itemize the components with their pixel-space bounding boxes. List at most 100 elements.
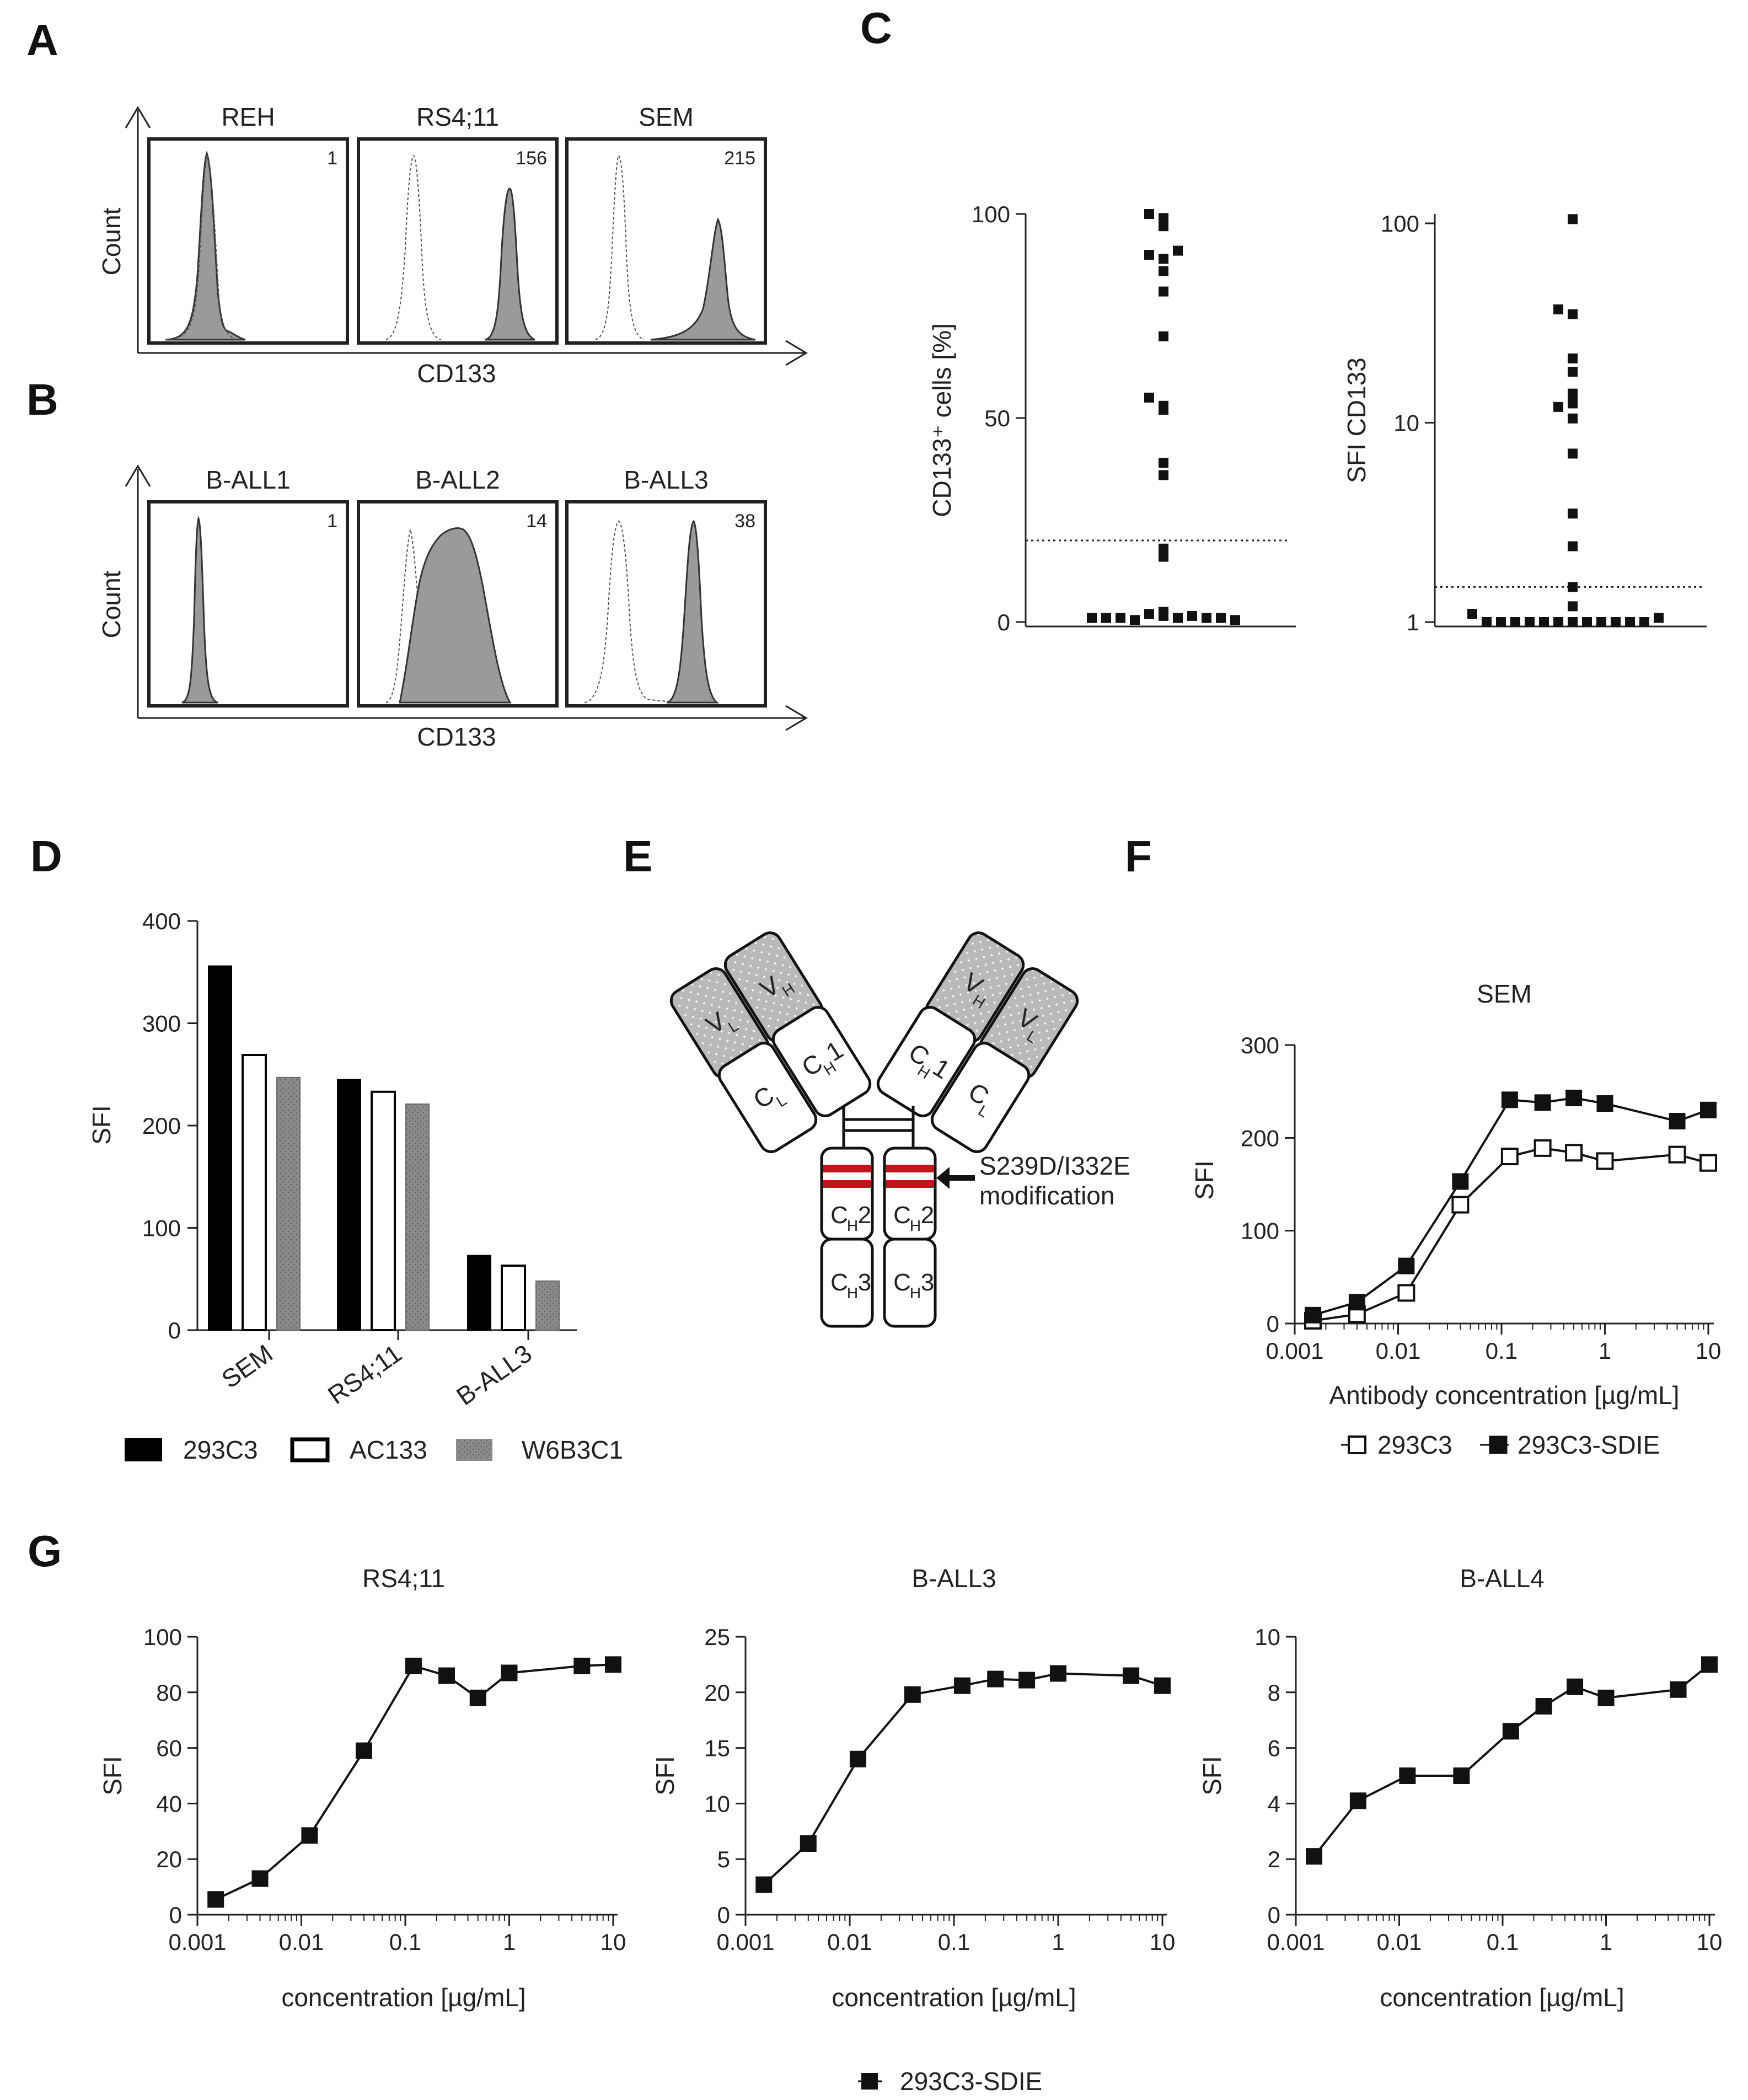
bar-ac133 — [371, 1090, 396, 1332]
x-tick-label: 10 — [1150, 1929, 1176, 1955]
y-tick-label: 50 — [984, 405, 1010, 431]
mutation-band — [823, 1180, 871, 1188]
chart-g3: B-ALL4 SFI concentration [µg/mL] 0246810… — [1198, 1564, 1722, 2012]
histogram-control-curve — [584, 520, 687, 703]
scatter-point — [1568, 508, 1578, 519]
legend-swatch-ac133 — [290, 1437, 330, 1462]
histogram-stained-peak — [485, 188, 535, 341]
series-point-293c3-sdie — [355, 1742, 372, 1759]
series-point-293c3-sdie — [1597, 1689, 1615, 1706]
c-left-points — [1087, 209, 1240, 625]
series-point-293c3-sdie — [438, 1667, 455, 1684]
g1-y-label: SFI — [98, 1756, 127, 1796]
series-point-293c3-sdie — [1050, 1665, 1066, 1682]
scatter-point — [1159, 221, 1168, 232]
mutation-band — [886, 1165, 934, 1172]
f-ticks: 0 100 200 300 0.001 0.01 0.1 1 10 — [1241, 1032, 1721, 1364]
series-point-293c3-sdie — [605, 1656, 621, 1673]
scatter-point — [1159, 331, 1168, 341]
scatter-point — [1159, 458, 1168, 468]
category-label: B-ALL3 — [451, 1339, 537, 1411]
chart-g1: RS4;11 SFI concentration [µg/mL] 0 20 40 60… — [98, 1564, 626, 2012]
ch3-left-letter: C — [830, 1269, 848, 1296]
histogram-frame — [147, 137, 349, 345]
ch3-right-domain: C H 3 — [883, 1238, 937, 1328]
d-y-label: SFI — [87, 1105, 116, 1145]
g1-ticks: 0 20 40 60 80 100 0.001 0.01 0.1 1 10 — [143, 1624, 626, 1955]
scatter-point — [1144, 250, 1154, 260]
histogram-title: B-ALL2 — [415, 465, 500, 494]
scatter-point — [1568, 214, 1578, 224]
panel-f: F SEM SFI Antibody concentration [µg/mL]… — [1125, 832, 1721, 1459]
histogram-value: 14 — [526, 511, 547, 532]
histogram-control-curve — [385, 154, 442, 340]
scatter-point — [1159, 213, 1168, 223]
y-tick-label: 200 — [1241, 1125, 1279, 1151]
x-tick-label: 0.001 — [168, 1929, 226, 1955]
panel-a-y-arrow — [125, 106, 151, 128]
y-tick-label: 15 — [704, 1735, 730, 1761]
ch2-left-sub: H — [847, 1217, 858, 1234]
modification-label-line2: modification — [979, 1181, 1114, 1210]
series-point-293c3-sdie — [1399, 1767, 1416, 1784]
antibody-diagram: V L V H C L C H 1 V H — [669, 931, 1130, 1328]
y-tick-label: 100 — [142, 1215, 181, 1241]
scatter-point — [1159, 286, 1168, 297]
histogram-control-curve — [595, 154, 645, 340]
scatter-point — [1216, 613, 1226, 623]
scatter-point — [1101, 613, 1111, 623]
scatter-point — [1510, 617, 1520, 627]
legend-swatch-293c3 — [125, 1438, 162, 1461]
panel-e-label: E — [623, 832, 652, 881]
histogram-b-all2: B-ALL2 14 — [357, 465, 559, 708]
legend-label-ac133: AC133 — [350, 1435, 427, 1464]
series-line-293c3 — [1312, 1147, 1709, 1322]
d-category-labels: SEM RS4;11 B-ALL3 — [216, 1330, 537, 1411]
y-tick-label: 0 — [169, 1902, 182, 1928]
series-point-293c3 — [1397, 1284, 1415, 1302]
scatter-point — [1144, 609, 1154, 619]
scatter-point — [1568, 601, 1578, 612]
series-point-293c3-sdie — [1018, 1672, 1036, 1689]
series-point-293c3-sdie — [1565, 1089, 1583, 1106]
f-series — [1304, 1089, 1717, 1330]
series-point-293c3-sdie — [1670, 1681, 1687, 1698]
panel-c-label: C — [860, 3, 892, 52]
scatter-point — [1173, 245, 1183, 256]
panel-g: G RS4;11 SFI concentration [µg/mL] 02040… — [28, 1526, 1722, 2096]
scatter-point — [1568, 448, 1578, 459]
g1-series — [207, 1656, 621, 1908]
f-y-label: SFI — [1190, 1160, 1219, 1200]
series-point-293c3-sdie — [904, 1686, 921, 1703]
bar-w6b3c1 — [276, 1076, 301, 1331]
x-tick-label: 0.01 — [1376, 1338, 1421, 1364]
series-point-293c3-sdie — [1501, 1091, 1518, 1108]
y-tick-label: 4 — [1268, 1791, 1280, 1817]
series-line-293c3-sdie — [1313, 1663, 1711, 1857]
histogram-value: 38 — [734, 511, 755, 532]
histogram-frame — [565, 137, 767, 345]
g3-series — [1306, 1656, 1718, 1865]
scatter-point — [1568, 398, 1578, 409]
modification-arrowhead-icon — [936, 1167, 950, 1189]
series-point-293c3-sdie — [1534, 1094, 1551, 1111]
f-legend-293c3: 293C3 — [1377, 1431, 1452, 1459]
ch3-left-sub: H — [847, 1284, 858, 1301]
scatter-point — [1467, 609, 1477, 619]
panel-b-x-arrow — [785, 705, 808, 731]
ch3-right-letter: C — [893, 1269, 911, 1296]
bar-ac133 — [501, 1265, 526, 1332]
panel-d: D SFI 0 100 200 300 400 SEM RS4;11 B-ALL3 293C… — [30, 832, 623, 1464]
y-tick-label: 10 — [1254, 1624, 1280, 1650]
scatter-point — [1187, 610, 1197, 621]
histogram-title: B-ALL1 — [206, 465, 290, 494]
f-title: SEM — [1477, 979, 1532, 1008]
histogram-stained-peak — [667, 519, 720, 704]
panel-b-y-arrow — [125, 464, 151, 487]
scatter-point — [1202, 613, 1211, 623]
g-legend-label: 293C3-SDIE — [900, 2067, 1042, 2096]
scatter-point — [1611, 617, 1621, 627]
x-tick-label: 0.1 — [1487, 1929, 1519, 1955]
series-point-293c3 — [1451, 1196, 1470, 1214]
x-tick-label: 0.01 — [279, 1929, 324, 1955]
